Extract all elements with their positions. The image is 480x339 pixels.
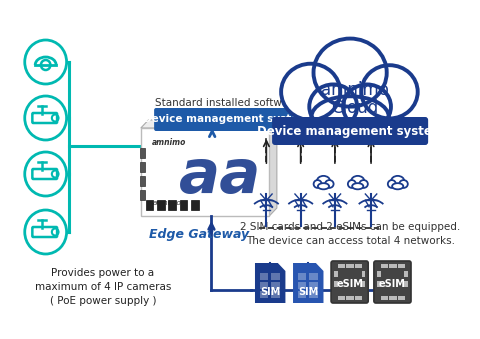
Ellipse shape xyxy=(313,180,322,188)
Text: SIM: SIM xyxy=(260,287,280,297)
Ellipse shape xyxy=(317,176,330,186)
FancyBboxPatch shape xyxy=(374,261,411,303)
FancyBboxPatch shape xyxy=(398,264,405,268)
FancyBboxPatch shape xyxy=(355,296,362,300)
Text: Device management system: Device management system xyxy=(257,124,444,138)
Ellipse shape xyxy=(312,96,389,138)
FancyBboxPatch shape xyxy=(355,264,362,268)
Text: amnimo: amnimo xyxy=(321,81,389,99)
Ellipse shape xyxy=(325,180,334,188)
Text: Cloud: Cloud xyxy=(331,99,379,117)
Ellipse shape xyxy=(281,64,340,120)
FancyBboxPatch shape xyxy=(377,281,381,287)
FancyBboxPatch shape xyxy=(361,281,365,287)
FancyBboxPatch shape xyxy=(154,108,299,131)
FancyBboxPatch shape xyxy=(168,200,176,210)
FancyBboxPatch shape xyxy=(260,273,268,280)
FancyBboxPatch shape xyxy=(334,281,338,287)
Text: amnimo: amnimo xyxy=(152,138,187,147)
Text: Edge Gateway: Edge Gateway xyxy=(148,228,249,241)
FancyBboxPatch shape xyxy=(338,296,346,300)
Ellipse shape xyxy=(399,180,408,188)
Ellipse shape xyxy=(309,84,357,129)
FancyBboxPatch shape xyxy=(191,200,199,210)
Ellipse shape xyxy=(318,183,329,189)
FancyBboxPatch shape xyxy=(157,200,165,210)
FancyBboxPatch shape xyxy=(309,282,318,289)
FancyBboxPatch shape xyxy=(271,282,280,289)
FancyBboxPatch shape xyxy=(140,176,144,186)
Text: SIM: SIM xyxy=(298,287,318,297)
FancyBboxPatch shape xyxy=(298,291,306,298)
Ellipse shape xyxy=(391,176,404,186)
FancyBboxPatch shape xyxy=(140,162,144,172)
FancyBboxPatch shape xyxy=(271,291,280,298)
Polygon shape xyxy=(255,263,286,303)
FancyBboxPatch shape xyxy=(338,264,346,268)
FancyBboxPatch shape xyxy=(272,117,428,145)
Ellipse shape xyxy=(392,183,403,189)
Polygon shape xyxy=(293,263,324,303)
Text: Device management system: Device management system xyxy=(144,115,310,124)
FancyBboxPatch shape xyxy=(298,282,306,289)
FancyBboxPatch shape xyxy=(346,296,354,300)
FancyBboxPatch shape xyxy=(334,271,338,277)
FancyBboxPatch shape xyxy=(180,200,187,210)
FancyBboxPatch shape xyxy=(404,271,408,277)
FancyBboxPatch shape xyxy=(346,264,354,268)
Ellipse shape xyxy=(352,183,363,189)
FancyBboxPatch shape xyxy=(260,282,268,289)
Polygon shape xyxy=(141,120,277,128)
Text: eSIM: eSIM xyxy=(336,279,363,289)
FancyBboxPatch shape xyxy=(381,264,388,268)
FancyBboxPatch shape xyxy=(145,200,153,210)
Text: eSIM: eSIM xyxy=(379,279,406,289)
FancyBboxPatch shape xyxy=(398,296,405,300)
Ellipse shape xyxy=(313,39,387,107)
FancyBboxPatch shape xyxy=(404,281,408,287)
Text: amnimo: amnimo xyxy=(152,200,181,206)
FancyBboxPatch shape xyxy=(140,190,144,200)
Ellipse shape xyxy=(343,84,391,129)
Text: aa: aa xyxy=(179,147,262,206)
FancyBboxPatch shape xyxy=(361,271,365,277)
FancyBboxPatch shape xyxy=(389,296,397,300)
Text: Provides power to a
maximum of 4 IP cameras
( PoE power supply ): Provides power to a maximum of 4 IP came… xyxy=(35,268,171,306)
FancyBboxPatch shape xyxy=(389,264,397,268)
Text: 2 SIM cards and 2 eSIMs can be equipped.
The device can access total 4 networks.: 2 SIM cards and 2 eSIMs can be equipped.… xyxy=(240,222,460,246)
FancyBboxPatch shape xyxy=(271,273,280,280)
Ellipse shape xyxy=(360,180,368,188)
Ellipse shape xyxy=(351,176,364,186)
FancyBboxPatch shape xyxy=(140,148,144,158)
FancyBboxPatch shape xyxy=(260,291,268,298)
Text: Standard installed software: Standard installed software xyxy=(155,98,298,108)
Ellipse shape xyxy=(361,65,418,118)
FancyBboxPatch shape xyxy=(141,128,269,216)
Ellipse shape xyxy=(388,180,396,188)
FancyBboxPatch shape xyxy=(309,273,318,280)
FancyBboxPatch shape xyxy=(331,261,368,303)
Ellipse shape xyxy=(348,180,356,188)
FancyBboxPatch shape xyxy=(309,291,318,298)
Polygon shape xyxy=(269,120,277,216)
FancyBboxPatch shape xyxy=(298,273,306,280)
FancyBboxPatch shape xyxy=(381,296,388,300)
FancyBboxPatch shape xyxy=(377,271,381,277)
